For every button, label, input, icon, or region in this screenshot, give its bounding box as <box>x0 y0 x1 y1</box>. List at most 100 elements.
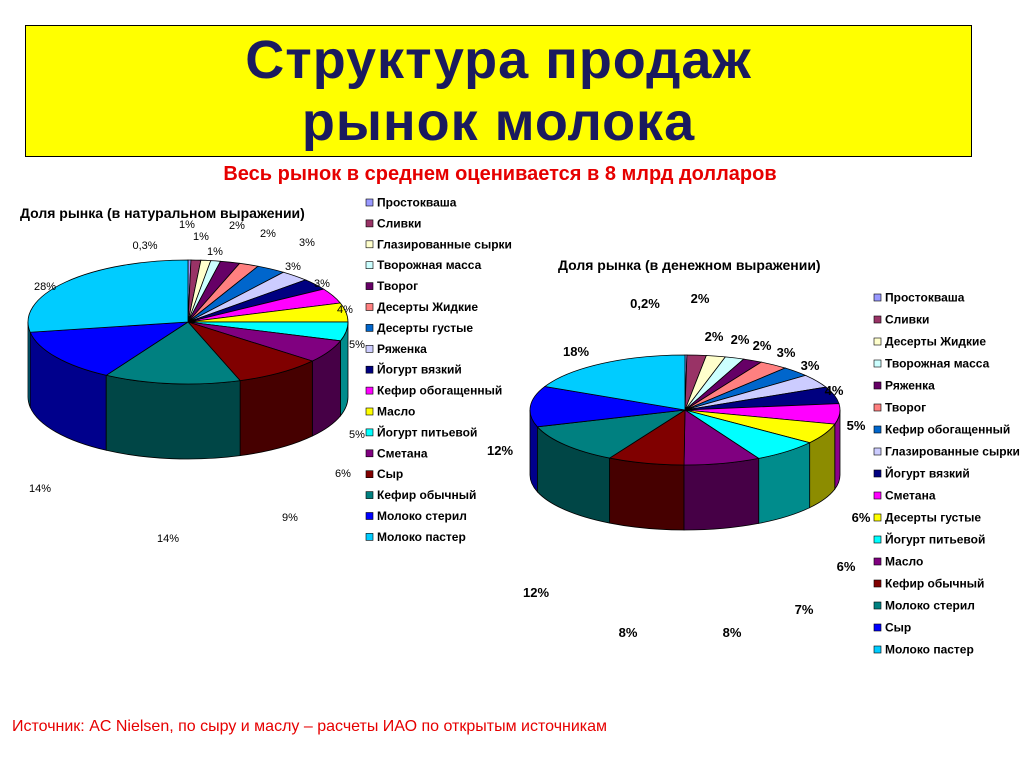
legend-entry: Ряженка <box>885 379 935 393</box>
pie-slice-17 <box>27 259 189 333</box>
legend-swatch <box>365 428 374 437</box>
legend-entry: Масло <box>377 405 415 419</box>
legend-swatch <box>365 407 374 416</box>
pie-side-13 <box>683 457 760 531</box>
legend-entry: Десерты густые <box>885 511 981 525</box>
data-label: 18% <box>563 344 589 359</box>
pie-slice-15 <box>536 409 686 459</box>
data-label: 7% <box>795 602 814 617</box>
pie-side-14 <box>609 457 685 531</box>
legend-entry: Молоко стерил <box>885 599 975 613</box>
legend-entry: Молоко стерил <box>377 509 467 523</box>
data-label: 3% <box>777 345 796 360</box>
legend-entry: Йогурт вязкий <box>885 466 970 481</box>
pie-slice-16 <box>529 386 686 428</box>
legend-swatch <box>873 381 882 390</box>
legend-swatch <box>365 491 374 499</box>
legend-entry: Десерты густые <box>377 321 473 335</box>
legend-entry: Сливки <box>377 216 421 230</box>
title-banner: Структура продаж рынок молока <box>25 25 972 157</box>
legend-swatch <box>873 645 882 654</box>
legend-swatch <box>873 601 882 610</box>
legend-entry: Кефир обычный <box>885 577 984 591</box>
data-label: 9% <box>282 512 298 524</box>
data-label: 5% <box>349 429 365 441</box>
legend-swatch <box>873 403 882 412</box>
legend-entry: Йогурт вязкий <box>377 362 462 377</box>
pie-slice-15 <box>105 321 241 385</box>
legend-swatch <box>873 359 882 368</box>
legend-entry: Глазированные сырки <box>377 237 512 251</box>
pie-slice-14 <box>186 321 314 382</box>
legend-swatch <box>873 315 882 324</box>
legend-entry: Йогурт питьевой <box>885 532 985 547</box>
pie-chart-1: Доля рынка (в натуральном выражении) 0,3%… <box>20 196 512 546</box>
data-label: 0,3% <box>132 240 157 252</box>
legend-entry: Десерты Жидкие <box>377 300 478 314</box>
legend-entry: Кефир обогащенный <box>377 384 502 398</box>
legend-entry: Сметана <box>377 446 428 460</box>
page-title-line2: рынок молока <box>301 92 696 152</box>
data-label: 28% <box>34 281 56 293</box>
data-label: 2% <box>753 338 772 353</box>
data-label: 2% <box>260 228 276 240</box>
data-label: 4% <box>337 304 353 316</box>
legend-entry: Глазированные сырки <box>885 445 1020 459</box>
legend-swatch <box>365 303 374 311</box>
page-subtitle: Весь рынок в среднем оценивается в 8 млр… <box>223 163 777 185</box>
legend-swatch <box>873 579 882 588</box>
data-label: 6% <box>837 559 856 574</box>
legend-swatch <box>365 365 374 374</box>
legend-swatch <box>365 240 374 249</box>
data-label: 5% <box>349 339 365 351</box>
data-label: 1% <box>207 246 223 258</box>
data-label: 2% <box>229 220 245 232</box>
legend-entry: Сливки <box>885 313 929 327</box>
chart-title: Доля рынка (в денежном выражении) <box>558 257 821 273</box>
data-label: 8% <box>723 625 742 640</box>
legend-swatch <box>365 470 374 479</box>
chart-title: Доля рынка (в натуральном выражении) <box>20 205 305 221</box>
data-label: 6% <box>852 510 871 525</box>
legend-swatch <box>873 425 882 434</box>
legend-swatch <box>365 386 374 395</box>
legend-entry: Сметана <box>885 489 936 503</box>
legend-entry: Простокваша <box>377 196 457 210</box>
data-label: 12% <box>487 443 513 458</box>
page-title-line1: Структура продаж <box>245 30 752 90</box>
legend-swatch <box>365 533 374 541</box>
legend-swatch <box>365 324 374 332</box>
legend-swatch <box>365 449 374 458</box>
legend-swatch <box>365 282 374 290</box>
data-label: 1% <box>193 231 209 243</box>
legend-swatch <box>365 219 374 228</box>
legend-swatch <box>873 293 882 302</box>
legend-entry: Кефир обогащенный <box>885 423 1010 437</box>
data-label: 6% <box>335 468 351 480</box>
legend-swatch <box>365 198 374 207</box>
data-label: 3% <box>314 278 330 290</box>
legend-entry: Творожная масса <box>377 258 482 272</box>
legend-swatch <box>873 337 882 346</box>
data-label: 3% <box>801 358 820 373</box>
legend-entry: Творог <box>885 401 926 415</box>
pie-chart-2: Доля рынка (в денежном выражении) 0,2% 2%2… <box>487 257 1020 657</box>
data-label: 2% <box>731 332 750 347</box>
legend-swatch <box>873 535 882 544</box>
data-label: 4% <box>825 383 844 398</box>
legend-entry: Творог <box>377 279 418 293</box>
legend-swatch <box>365 512 374 520</box>
legend-entry: Йогурт питьевой <box>377 424 477 439</box>
data-label: 0,2% <box>630 296 660 311</box>
data-label: 1% <box>179 219 195 231</box>
legend-swatch <box>365 344 374 353</box>
data-label: 5% <box>847 418 866 433</box>
legend-entry: Простокваша <box>885 291 965 305</box>
data-label: 8% <box>619 625 638 640</box>
legend-entry: Десерты Жидкие <box>885 335 986 349</box>
legend-entry: Сыр <box>377 467 403 481</box>
pie-side-15 <box>105 374 241 460</box>
pie-slice-17 <box>543 354 686 411</box>
data-label: 3% <box>285 261 301 273</box>
